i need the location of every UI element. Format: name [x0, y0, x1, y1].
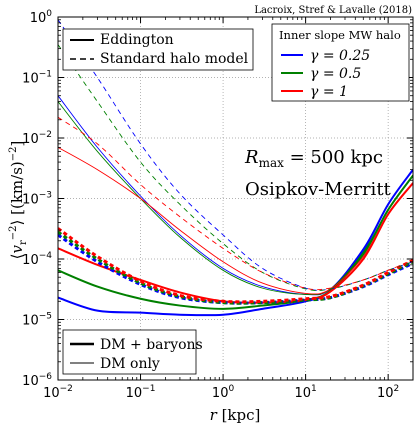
series-line-gamma-05-eddington-baryons	[58, 174, 413, 310]
y-tick-label: 100	[30, 9, 53, 26]
y-tick-label: 10−6	[22, 372, 52, 389]
annotation-rmax: Rmax = 500 kpc	[244, 147, 383, 170]
legend-gamma-label-05: γ = 0.5	[310, 66, 361, 82]
x-tick-label: 101	[294, 384, 316, 401]
y-tick-label: 10−4	[22, 251, 52, 268]
data-lines	[58, 19, 413, 317]
legend-gamma-title: Inner slope MW halo	[279, 28, 401, 42]
legend-gamma-label-1: γ = 1	[310, 84, 348, 100]
credit-text: Lacroix, Stref & Lavalle (2018)	[254, 5, 412, 16]
legend-method-label-shm: Standard halo model	[100, 51, 249, 67]
y-tick-label: 10−2	[22, 130, 52, 147]
series-line-gamma-1-shm-dmonly	[58, 116, 413, 291]
y-tick-label: 10−3	[22, 191, 52, 208]
annotation-osipkov-merritt: Osipkov-Merritt	[245, 179, 392, 200]
x-tick-label: 10−1	[126, 384, 156, 401]
legend-model-label-dmonly: DM only	[100, 356, 160, 372]
series-line-gamma-05-shm-dmonly	[58, 44, 413, 291]
y-tick-label: 10−1	[22, 70, 52, 87]
plot-frame	[57, 16, 414, 381]
x-tick-label: 100	[212, 384, 235, 401]
series-line-gamma-05-eddington-dmonly	[58, 101, 413, 296]
series-line-gamma-025-eddington-baryons	[58, 169, 413, 317]
legend-method-label-eddington: Eddington	[100, 32, 174, 48]
y-axis-label: ⟨vr−2⟩ [(km/s)−2]	[8, 141, 29, 260]
x-axis-label: r [kpc]	[210, 406, 261, 424]
y-tick-label: 10−5	[22, 312, 52, 329]
series-line-gamma-025-eddington-dmonly	[58, 95, 413, 296]
series-line-gamma-1-eddington-dmonly	[58, 146, 413, 295]
x-tick-label: 102	[377, 384, 399, 401]
series-line-gamma-1-shm-baryons	[58, 227, 413, 304]
axis-ticks: 10−2 10−1 100 101 102 10−6 10−5 10−4 10−3 10−2 10−…	[22, 9, 414, 401]
series-line-gamma-025-shm-baryons	[58, 233, 413, 305]
legend-gamma: Inner slope MW halo γ = 0.25 γ = 0.5 γ =…	[271, 23, 410, 102]
x-tick-label: 10−2	[43, 384, 73, 401]
legend-model: DM + baryons DM only	[62, 329, 203, 375]
legend-method: Eddington Standard halo model	[62, 28, 254, 71]
legend-model-label-baryons: DM + baryons	[100, 337, 203, 353]
legend-gamma-label-025: γ = 0.25	[310, 48, 370, 64]
